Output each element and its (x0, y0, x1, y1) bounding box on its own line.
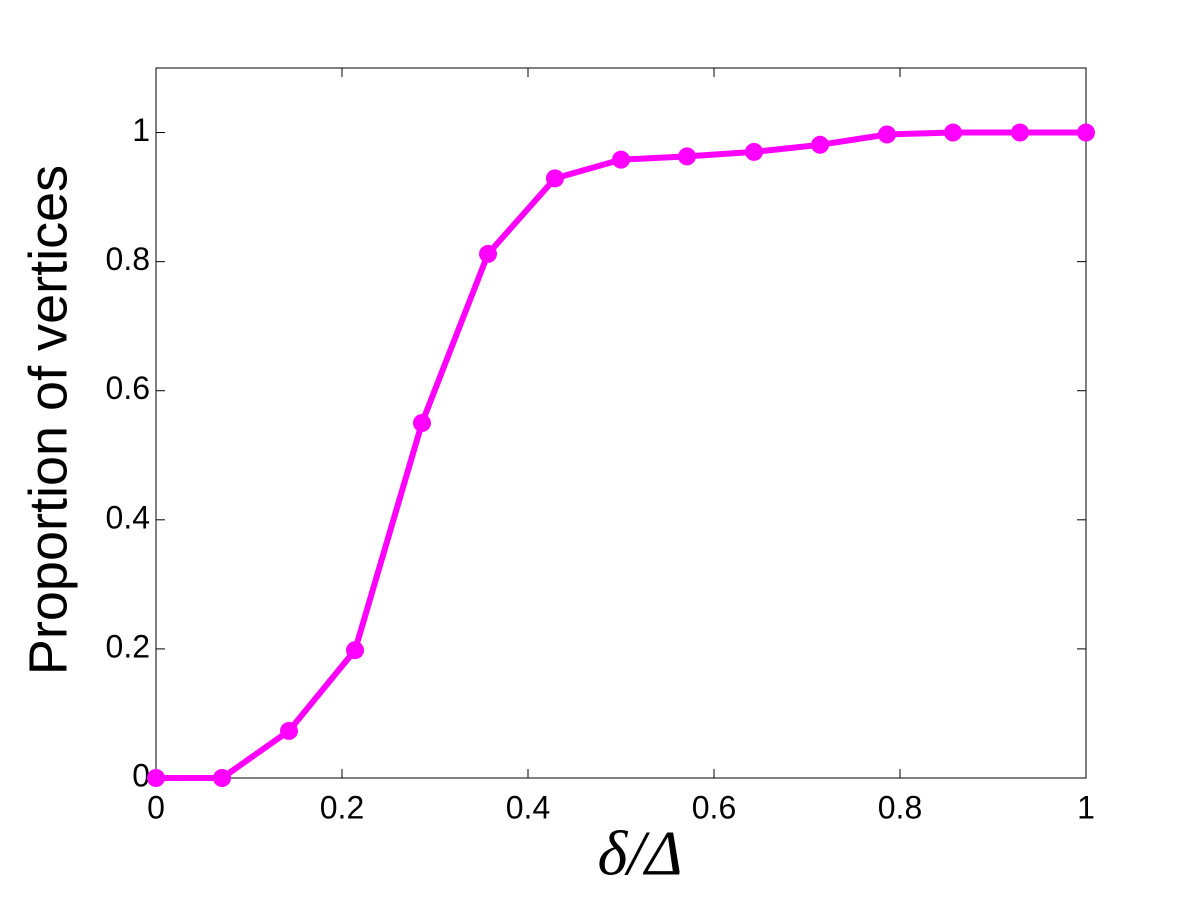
x-tick-label: 0.4 (506, 789, 550, 825)
x-axis-label: δ/Δ (597, 818, 682, 889)
marker (811, 135, 830, 154)
x-tick-label: 0.6 (692, 789, 736, 825)
marker (346, 641, 365, 660)
marker (412, 414, 431, 432)
marker (944, 123, 963, 142)
marker (279, 721, 298, 740)
x-tick-label: 0.8 (878, 789, 922, 825)
x-tick-label: 0 (147, 789, 165, 825)
plot-box (155, 67, 1087, 779)
y-tick-label: 0 (132, 757, 150, 793)
marker (744, 142, 763, 161)
marker (612, 150, 630, 169)
y-tick-label: 0.8 (106, 241, 150, 277)
y-tick-label: 0.6 (106, 370, 150, 406)
marker (877, 125, 896, 144)
marker (545, 169, 564, 188)
y-tick-label: 0.4 (106, 499, 150, 535)
y-axis-label: Proportion of vertices (18, 165, 78, 675)
marker (479, 244, 498, 263)
marker (1010, 123, 1029, 142)
marker (1077, 123, 1095, 142)
marker (213, 769, 232, 787)
marker (678, 147, 697, 166)
x-tick-label: 0.2 (320, 789, 364, 825)
marker (147, 769, 165, 787)
y-tick-label: 1 (132, 112, 150, 148)
x-tick-label: 1 (1077, 789, 1095, 825)
y-tick-label: 0.2 (106, 628, 150, 664)
